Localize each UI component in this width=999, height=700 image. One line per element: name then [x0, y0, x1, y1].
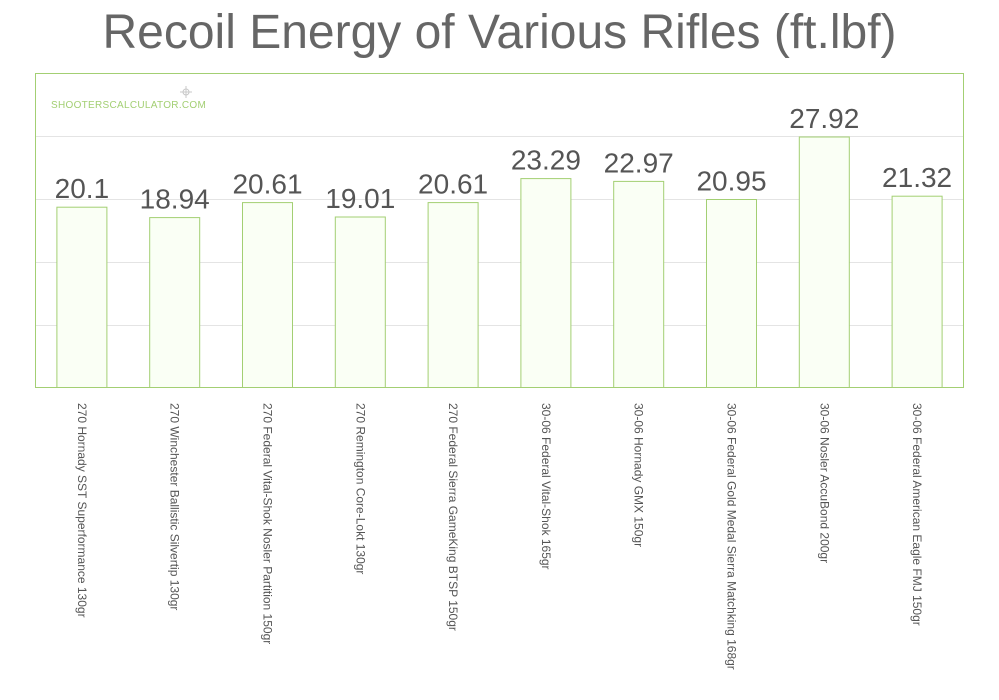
bar — [706, 199, 757, 388]
bar-value-label: 22.97 — [604, 147, 674, 178]
bar-value-label: 23.29 — [511, 145, 581, 176]
bars — [56, 136, 943, 388]
bar-value-label: 21.32 — [882, 162, 952, 193]
bar-value-label: 20.61 — [232, 169, 302, 200]
watermark-text: SHOOTERSCALCULATOR.COM — [51, 100, 206, 111]
bar-value-label: 18.94 — [140, 184, 210, 215]
category-labels: 270 Hornady SST Superformance 130gr 270 W… — [75, 403, 924, 670]
category-label: 270 Hornady SST Superformance 130gr — [75, 403, 89, 618]
category-label: 30-06 Federal Gold Medal Sierra Matchkin… — [725, 403, 739, 670]
bar — [242, 202, 293, 388]
bar — [334, 216, 386, 388]
chart-title: Recoil Energy of Various Rifles (ft.lbf) — [102, 6, 897, 59]
bar — [56, 206, 108, 388]
bar-value-label: 20.61 — [418, 169, 488, 200]
bar — [891, 195, 943, 388]
bar-value-label: 27.92 — [789, 103, 859, 134]
bar — [520, 178, 572, 388]
category-label: 270 Federal Sierra GameKing BTSP 150gr — [446, 403, 460, 631]
bar — [798, 136, 850, 388]
value-labels: 20.1 18.94 20.61 19.01 20.61 23.29 22.97 20.95 2… — [55, 103, 952, 215]
bar — [149, 217, 201, 388]
bar-value-label: 19.01 — [325, 183, 395, 214]
bar-value-label: 20.95 — [696, 166, 766, 197]
bar — [613, 180, 665, 388]
category-label: 30-06 Federal American Eagle FMJ 150gr — [910, 403, 924, 626]
category-label: 270 Winchester Ballistic Silvertip 130gr — [168, 403, 182, 610]
category-label: 30-06 Nosler AccuBond 200gr — [817, 403, 831, 563]
category-label: 270 Remington Core-Lokt 130gr — [353, 403, 367, 574]
category-label: 30-06 Hornady GMX 150gr — [632, 403, 646, 547]
crosshair-icon — [180, 86, 192, 98]
category-label: 270 Federal Vital-Shok Nosler Partition … — [261, 403, 275, 644]
bar — [427, 202, 479, 388]
bar-value-label: 20.1 — [55, 173, 110, 204]
plot-frame — [35, 73, 964, 388]
category-label: 30-06 Federal Vital-Shok 165gr — [539, 403, 553, 570]
